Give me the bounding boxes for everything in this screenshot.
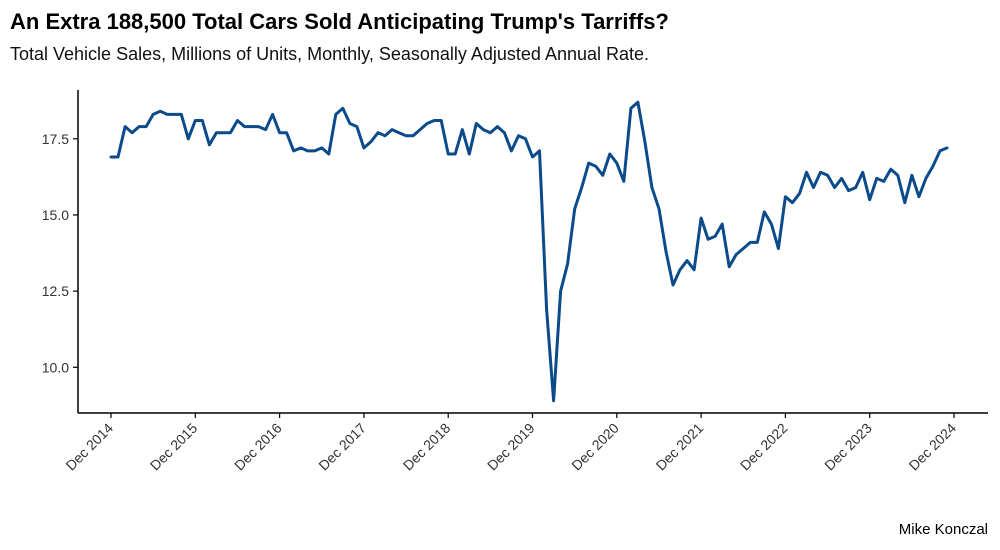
series-line-total-vehicle-sales <box>109 100 949 403</box>
chart-title: An Extra 188,500 Total Cars Sold Anticip… <box>10 9 669 34</box>
chart-subtitle: Total Vehicle Sales, Millions of Units, … <box>10 44 650 64</box>
x-axis-ticks: Dec 2014 Dec 2015 Dec 2016 Dec 2017 Dec 2018… <box>62 413 959 474</box>
y-tick-label: 15.0 <box>42 207 69 223</box>
series-group <box>109 100 949 403</box>
x-tick-label: Dec 2024 <box>905 420 959 474</box>
y-tick-label: 10.0 <box>42 359 69 375</box>
author-caption: Mike Konczal <box>898 521 988 538</box>
x-tick-label: Dec 2021 <box>653 420 707 474</box>
y-axis-ticks: 10.0 12.5 15.0 17.5 <box>42 131 78 375</box>
x-tick-label: Dec 2015 <box>147 420 201 474</box>
y-tick-label: 12.5 <box>42 283 69 299</box>
x-tick-label: Dec 2020 <box>568 420 622 474</box>
x-tick-label: Dec 2023 <box>821 420 875 474</box>
x-tick-label: Dec 2018 <box>400 420 454 474</box>
y-tick-label: 17.5 <box>42 131 69 147</box>
x-tick-label: Dec 2014 <box>62 420 116 474</box>
x-tick-label: Dec 2022 <box>737 420 791 474</box>
x-tick-label: Dec 2019 <box>484 420 538 474</box>
x-tick-label: Dec 2016 <box>231 420 285 474</box>
x-tick-label: Dec 2017 <box>315 420 369 474</box>
